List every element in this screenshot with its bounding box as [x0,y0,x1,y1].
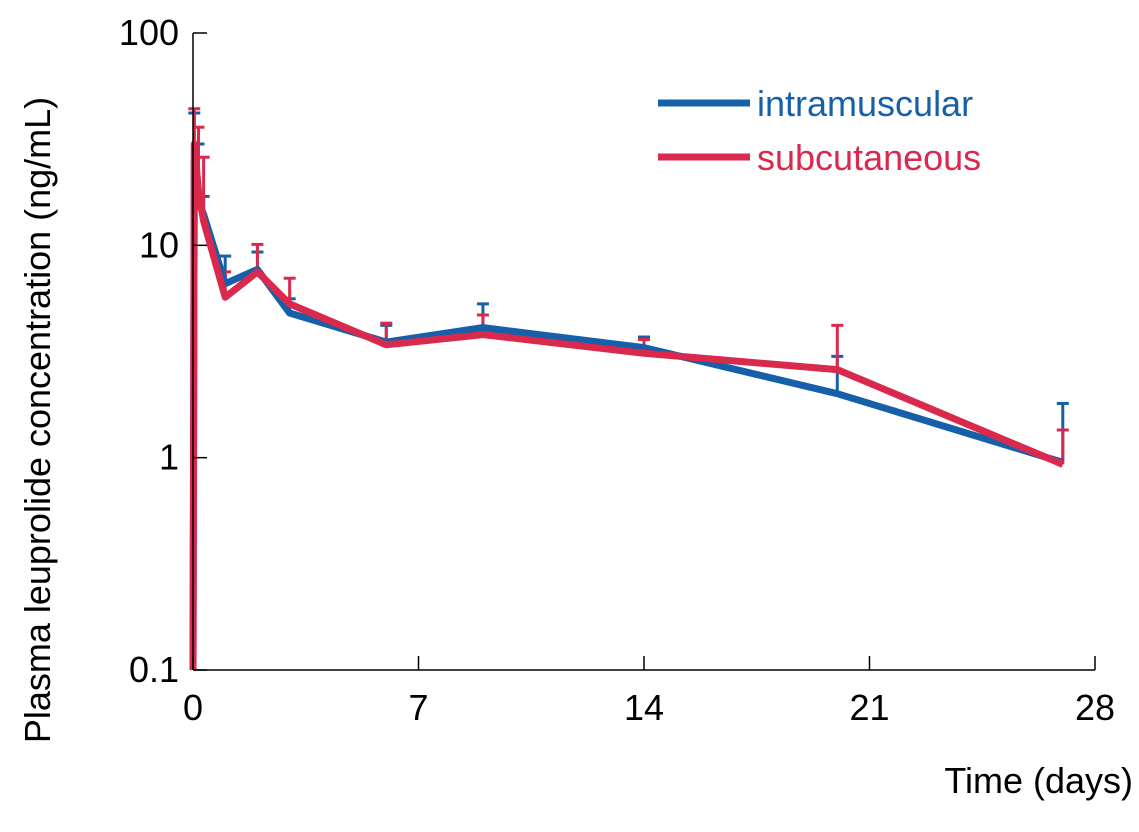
legend: intramuscular subcutaneous [658,83,981,178]
y-tick-label: 100 [119,12,179,53]
x-axis-title: Time (days) [944,760,1133,801]
x-tick-label: 0 [183,687,203,728]
series-line-subcutaneous [189,140,1065,671]
axes: 0 7 14 21 28 0.1 1 10 100 [119,12,1115,728]
y-tick-label: 0.1 [129,649,179,690]
legend-label-intramuscular: intramuscular [757,83,973,124]
y-tick-label: 1 [159,437,179,478]
x-tick-label: 7 [408,687,428,728]
y-tick-label: 10 [139,224,179,265]
y-axis-title: Plasma leuprolide concentration (ng/mL) [17,97,58,743]
x-tick-label: 21 [849,687,889,728]
legend-label-subcutaneous: subcutaneous [757,137,981,178]
series-line-intramuscular [189,157,1064,671]
plot-area [188,107,1069,671]
x-tick-label: 14 [624,687,664,728]
x-tick-label: 28 [1075,687,1115,728]
